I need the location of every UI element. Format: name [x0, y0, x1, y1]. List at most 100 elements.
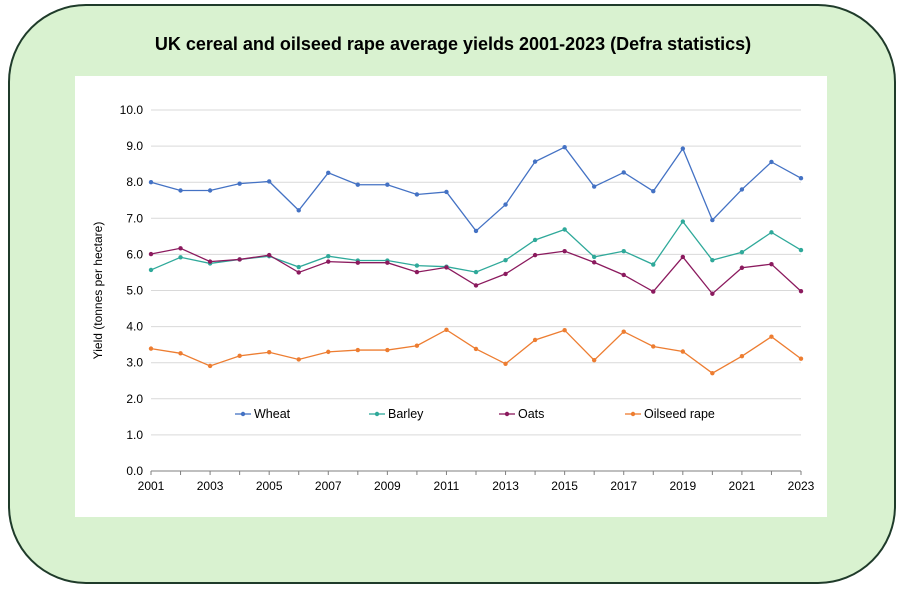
data-point-wheat: [710, 217, 715, 223]
data-point-oats: [562, 248, 567, 254]
legend-item-oilseed-rape: Oilseed rape: [625, 407, 715, 421]
data-point-oilseed-rape: [532, 337, 538, 343]
data-point-barley: [178, 255, 183, 260]
y-tick-label: 7.0: [126, 211, 143, 225]
data-point-oilseed-rape: [769, 334, 774, 339]
data-point-oats: [532, 252, 538, 258]
data-point-wheat: [444, 189, 449, 195]
data-point-wheat: [296, 208, 301, 213]
data-point-wheat: [562, 144, 567, 150]
data-point-barley: [651, 262, 656, 267]
x-tick-label: 2009: [374, 479, 401, 493]
y-tick-label: 2.0: [126, 392, 143, 406]
series-lines: [148, 144, 804, 376]
data-point-oilseed-rape: [207, 363, 213, 369]
data-point-oats: [503, 271, 508, 277]
data-point-oats: [651, 289, 656, 294]
x-tick-label: 2021: [729, 479, 756, 493]
line-chart: 0.0 1.0 2.0 3.0 4.0 5.0 6.0 7.0 8.0 9.0 10.0 2001 20…: [91, 103, 815, 493]
data-point-oats: [473, 283, 479, 288]
y-tick-label: 9.0: [126, 139, 143, 153]
data-point-barley: [710, 257, 715, 263]
data-point-oats: [680, 254, 686, 260]
y-tick-label: 8.0: [126, 175, 143, 189]
data-point-oilseed-rape: [739, 354, 745, 359]
data-point-oats: [237, 257, 242, 262]
data-point-oilseed-rape: [148, 346, 154, 351]
x-tick-label: 2007: [315, 479, 342, 493]
data-point-wheat: [178, 188, 183, 193]
data-point-oats: [266, 252, 272, 258]
data-point-barley: [591, 254, 597, 260]
legend-label: Oilseed rape: [644, 407, 715, 421]
x-tick-label: 2011: [434, 479, 460, 493]
plot-panel: 0.0 1.0 2.0 3.0 4.0 5.0 6.0 7.0 8.0 9.0 10.0 2001 20…: [75, 76, 827, 517]
data-point-oats: [414, 269, 420, 275]
series-line-oilseed-rape: [150, 329, 802, 374]
data-point-wheat: [532, 159, 538, 164]
data-point-oilseed-rape: [621, 329, 626, 334]
data-point-barley: [532, 237, 538, 243]
data-point-oats: [207, 259, 213, 264]
data-point-oats: [385, 260, 390, 265]
data-point-wheat: [591, 184, 597, 189]
data-point-oilseed-rape: [503, 361, 508, 366]
y-tick-label: 10.0: [120, 103, 144, 117]
y-tick-label: 6.0: [126, 247, 143, 261]
data-point-wheat: [769, 159, 774, 165]
data-point-barley: [739, 250, 745, 255]
data-point-oilseed-rape: [562, 328, 567, 333]
legend-item-wheat: Wheat: [235, 407, 291, 421]
data-point-oilseed-rape: [798, 356, 804, 361]
data-point-oats: [296, 270, 301, 275]
data-point-wheat: [621, 170, 626, 175]
data-point-oilseed-rape: [444, 327, 449, 333]
data-point-wheat: [148, 180, 154, 185]
data-point-wheat: [207, 188, 213, 193]
data-point-barley: [769, 230, 774, 235]
data-point-wheat: [385, 182, 390, 187]
data-point-wheat: [651, 189, 656, 194]
gridlines: [151, 109, 801, 436]
y-tick-label: 4.0: [126, 320, 143, 334]
legend-swatch-marker: [630, 411, 636, 417]
data-point-wheat: [414, 192, 420, 197]
data-point-barley: [680, 219, 686, 224]
data-point-wheat: [326, 170, 331, 176]
data-point-oats: [769, 261, 774, 267]
data-point-oilseed-rape: [326, 349, 331, 355]
chart-title: UK cereal and oilseed rape average yield…: [154, 34, 752, 54]
data-point-oats: [739, 265, 745, 270]
data-point-wheat: [680, 146, 686, 151]
y-tick-label: 5.0: [126, 284, 143, 298]
x-tick-label: 2001: [138, 479, 165, 493]
legend-label: Oats: [518, 407, 544, 421]
x-tick-label: 2015: [551, 479, 578, 493]
legend-item-barley: Barley: [369, 407, 424, 421]
y-tick-label: 0.0: [126, 464, 143, 478]
data-point-barley: [414, 263, 420, 268]
data-point-oats: [591, 260, 597, 265]
x-tick-label: 2019: [669, 479, 696, 493]
data-point-oats: [798, 289, 804, 294]
data-point-oilseed-rape: [591, 357, 597, 363]
data-point-oats: [444, 265, 449, 270]
data-point-wheat: [473, 228, 479, 234]
data-point-oilseed-rape: [414, 343, 420, 348]
data-point-oats: [326, 259, 331, 264]
data-point-barley: [562, 227, 567, 232]
data-point-oilseed-rape: [651, 344, 656, 349]
legend: Wheat Barley Oats Oilseed rape: [235, 407, 715, 421]
legend-swatch-marker: [504, 411, 510, 417]
x-tick-label: 2013: [492, 479, 519, 493]
legend-label: Barley: [388, 407, 424, 421]
data-point-oilseed-rape: [473, 346, 479, 352]
data-point-wheat: [739, 187, 745, 192]
data-point-oilseed-rape: [178, 351, 183, 356]
legend-swatch-marker: [240, 411, 246, 417]
data-point-oilseed-rape: [266, 350, 272, 355]
y-axis-title: Yield (tonnes per hectare): [91, 222, 105, 360]
data-point-oats: [355, 260, 361, 265]
legend-item-oats: Oats: [499, 407, 544, 421]
data-point-oats: [710, 291, 715, 296]
